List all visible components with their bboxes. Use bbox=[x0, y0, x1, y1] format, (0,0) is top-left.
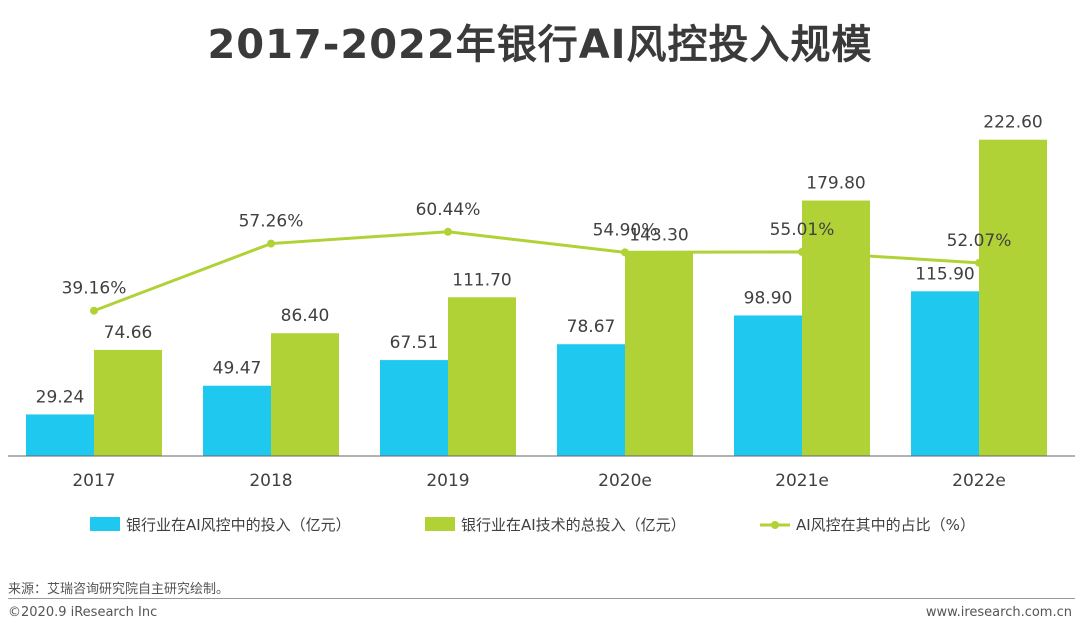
label-ai-total-2017: 74.66 bbox=[104, 323, 153, 343]
bar-ai-total-2022e bbox=[979, 139, 1047, 456]
x-tick-2021e: 2021e bbox=[775, 471, 829, 491]
source-note: 来源：艾瑞咨询研究院自主研究绘制。 bbox=[8, 582, 230, 597]
label-share-2020e: 54.90% bbox=[593, 220, 658, 240]
label-ai-total-2021e: 179.80 bbox=[806, 174, 865, 194]
label-ai-total-2018: 86.40 bbox=[281, 306, 330, 326]
bar-ai-risk-2022e bbox=[911, 291, 979, 456]
chart-title: 2017-2022年银行AI风控投入规模 bbox=[207, 22, 873, 68]
legend-marker-share bbox=[771, 521, 779, 529]
legend-label-share: AI风控在其中的占比（%） bbox=[796, 516, 975, 534]
footer-divider bbox=[8, 598, 1075, 599]
label-ai-total-2022e: 222.60 bbox=[983, 113, 1042, 133]
bar-ai-risk-2021e bbox=[734, 315, 802, 456]
point-share-2019 bbox=[444, 227, 452, 236]
label-ai-risk-2021e: 98.90 bbox=[744, 288, 793, 308]
point-share-2018 bbox=[267, 239, 275, 248]
x-tick-2017: 2017 bbox=[72, 471, 115, 491]
label-ai-risk-2022e: 115.90 bbox=[915, 264, 974, 284]
label-share-2019: 60.44% bbox=[416, 200, 481, 220]
legend-swatch-ai-risk bbox=[90, 517, 120, 531]
x-axis: 2017 2018 2019 2020e 2021e 2022e bbox=[8, 455, 1075, 491]
x-tick-2018: 2018 bbox=[249, 471, 292, 491]
label-ai-risk-2020e: 78.67 bbox=[567, 317, 616, 337]
point-share-2021e bbox=[798, 247, 806, 256]
label-ai-risk-2019: 67.51 bbox=[390, 333, 439, 353]
bar-ai-risk-2020e bbox=[557, 344, 625, 456]
bar-ai-total-2021e bbox=[802, 200, 870, 456]
line-group bbox=[90, 227, 983, 315]
website: www.iresearch.com.cn bbox=[925, 605, 1072, 620]
legend-label-ai-risk: 银行业在AI风控中的投入（亿元） bbox=[126, 516, 351, 534]
x-tick-2022e: 2022e bbox=[952, 471, 1006, 491]
label-ai-total-2019: 111.70 bbox=[452, 270, 511, 290]
labels-group: 29.24 74.66 49.47 86.40 67.51 111.70 78.67 143.… bbox=[36, 113, 1043, 408]
label-share-2018: 57.26% bbox=[239, 212, 304, 232]
bar-ai-risk-2018 bbox=[203, 385, 271, 456]
bar-ai-total-2020e bbox=[625, 252, 693, 456]
legend-swatch-ai-total bbox=[425, 517, 455, 531]
label-share-2022e: 52.07% bbox=[947, 231, 1012, 251]
point-share-2022e bbox=[975, 258, 983, 267]
label-ai-total-2020e: 143.30 bbox=[629, 225, 688, 245]
point-share-2020e bbox=[621, 248, 629, 257]
bar-ai-total-2017 bbox=[94, 349, 162, 456]
label-share-2021e: 55.01% bbox=[770, 220, 835, 240]
bar-ai-risk-2017 bbox=[26, 414, 94, 456]
label-ai-risk-2017: 29.24 bbox=[36, 387, 85, 407]
point-share-2017 bbox=[90, 306, 98, 315]
bars-group bbox=[26, 139, 1047, 456]
x-tick-2020e: 2020e bbox=[598, 471, 652, 491]
bar-ai-total-2019 bbox=[448, 297, 516, 456]
line-ai-risk-share bbox=[93, 230, 980, 313]
copyright: ©2020.9 iResearch Inc bbox=[8, 605, 158, 620]
bar-ai-risk-2019 bbox=[380, 360, 448, 456]
label-ai-risk-2018: 49.47 bbox=[213, 359, 262, 379]
legend-label-ai-total: 银行业在AI技术的总投入（亿元） bbox=[461, 516, 686, 534]
label-share-2017: 39.16% bbox=[62, 279, 127, 299]
bar-ai-total-2018 bbox=[271, 333, 339, 456]
legend: 银行业在AI风控中的投入（亿元） 银行业在AI技术的总投入（亿元） AI风控在其中的… bbox=[90, 516, 975, 534]
x-tick-2019: 2019 bbox=[426, 471, 469, 491]
